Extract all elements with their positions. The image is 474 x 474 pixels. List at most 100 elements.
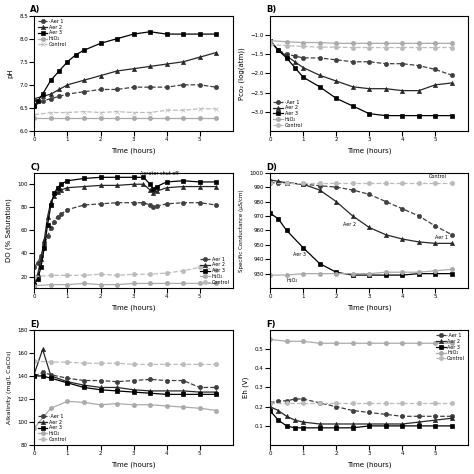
·Aer 1 <box>40 370 46 375</box>
Control <box>433 400 438 406</box>
Y-axis label: pH: pH <box>8 69 14 78</box>
Control <box>317 44 322 50</box>
Text: B): B) <box>266 6 276 15</box>
H₂O₂ <box>114 115 120 121</box>
Aer 2 <box>317 187 322 193</box>
Aer 2 <box>58 187 64 193</box>
Aer 2 <box>147 388 153 394</box>
Control <box>400 400 405 406</box>
Aer 3 <box>41 245 47 251</box>
Aer 3 <box>164 179 170 185</box>
Aer 3 <box>449 423 455 429</box>
Aer 3 <box>350 272 356 278</box>
Aer 3 <box>64 59 70 64</box>
Aer 2 <box>98 182 103 188</box>
Aer 2 <box>64 82 70 88</box>
Aer 3 <box>366 423 372 429</box>
Aer 2 <box>449 415 455 421</box>
Aer 3 <box>366 272 372 278</box>
H₂O₂ <box>131 115 137 121</box>
Aer 2 <box>433 82 438 88</box>
H₂O₂ <box>213 281 219 286</box>
H₂O₂ <box>366 40 372 46</box>
Aer 3 <box>317 261 322 266</box>
X-axis label: Time (hours): Time (hours) <box>347 305 392 311</box>
Aer 3 <box>433 423 438 429</box>
Aer 2 <box>366 225 372 230</box>
·Aer 1 <box>98 378 103 383</box>
H₂O₂ <box>300 338 306 344</box>
Aer 2 <box>131 66 137 72</box>
Control <box>416 45 422 50</box>
Aer 2 <box>114 384 120 390</box>
Aer 1 <box>333 184 339 190</box>
Aer 3 <box>433 113 438 118</box>
H₂O₂ <box>317 340 322 346</box>
Aer 2 <box>40 346 46 352</box>
H₂O₂ <box>350 340 356 346</box>
Aer 3 <box>284 55 290 61</box>
·Aer 1 <box>433 67 438 73</box>
Aer 2 <box>164 61 170 67</box>
·Aer 1 <box>31 103 37 109</box>
Aer 3 <box>73 52 79 58</box>
Text: E): E) <box>30 319 40 328</box>
Aer 1 <box>31 264 37 270</box>
Text: A): A) <box>30 6 41 15</box>
Aer 3 <box>433 271 438 276</box>
Aer 3 <box>416 271 422 276</box>
Aer 1 <box>35 260 40 265</box>
H₂O₂ <box>213 408 219 413</box>
H₂O₂ <box>267 38 273 44</box>
Aer 2 <box>292 417 298 423</box>
Control <box>114 109 120 114</box>
Control <box>98 360 103 366</box>
Aer 2 <box>31 371 37 376</box>
Control <box>383 180 389 186</box>
·Aer 1 <box>416 63 422 68</box>
Aer 3 <box>317 84 322 90</box>
Aer 3 <box>81 47 87 53</box>
Aer 2 <box>284 53 290 59</box>
H₂O₂ <box>180 281 186 286</box>
H₂O₂ <box>400 40 405 46</box>
Legend: ·Aer 1, Aer 2, Aer 3, H₂O₂, Control: ·Aer 1, Aer 2, Aer 3, H₂O₂, Control <box>435 332 466 362</box>
Control <box>131 362 137 367</box>
Aer 2 <box>141 182 146 187</box>
Line: Aer 2: Aer 2 <box>32 182 219 284</box>
H₂O₂ <box>416 269 422 275</box>
Aer 2 <box>400 236 405 242</box>
H₂O₂ <box>31 425 37 431</box>
Line: Aer 1: Aer 1 <box>32 201 219 269</box>
H₂O₂ <box>449 266 455 272</box>
H₂O₂ <box>433 40 438 46</box>
Aer 1 <box>151 204 156 210</box>
H₂O₂ <box>197 281 202 286</box>
·Aer 1 <box>275 398 281 404</box>
·Aer 1 <box>383 61 389 66</box>
Line: Aer 3: Aer 3 <box>268 409 454 430</box>
X-axis label: Time (hours): Time (hours) <box>111 148 156 155</box>
Aer 1 <box>41 241 47 247</box>
Aer 3 <box>350 425 356 431</box>
Control <box>383 45 389 50</box>
Aer 3 <box>284 228 290 233</box>
Aer 3 <box>400 113 405 118</box>
Aer 2 <box>154 188 160 194</box>
H₂O₂ <box>147 115 153 121</box>
Line: Aer 3: Aer 3 <box>32 175 219 287</box>
Control <box>300 180 306 186</box>
·Aer 1 <box>350 59 356 64</box>
Aer 3 <box>164 392 170 397</box>
·Aer 1 <box>350 408 356 413</box>
Aer 2 <box>55 190 60 195</box>
Aer 3 <box>383 272 389 278</box>
Control <box>197 264 202 270</box>
Line: ·Aer 1: ·Aer 1 <box>268 38 454 77</box>
Aer 1 <box>147 202 153 208</box>
H₂O₂ <box>383 40 389 46</box>
H₂O₂ <box>333 40 339 46</box>
H₂O₂ <box>164 403 170 409</box>
H₂O₂ <box>350 40 356 46</box>
Aer 3 <box>31 103 37 109</box>
